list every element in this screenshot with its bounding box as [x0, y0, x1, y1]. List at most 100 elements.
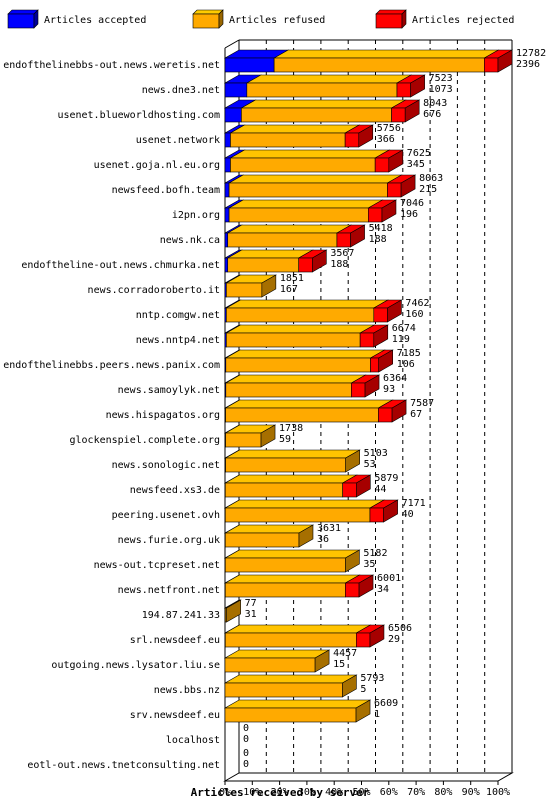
bar-accepted — [224, 207, 230, 223]
category-label: localhost — [166, 735, 220, 746]
accepted-count-label: 29 — [388, 634, 400, 645]
bar-refused — [224, 507, 371, 523]
bar-refused-top — [226, 249, 314, 259]
accepted-count-label: 345 — [407, 159, 425, 170]
total-label: 5756 — [377, 123, 401, 134]
accepted-count-label: 196 — [400, 209, 418, 220]
total-label: 6609 — [374, 698, 398, 709]
category-label: news.samoylyk.net — [118, 385, 220, 396]
legend-swatch-side — [33, 9, 39, 29]
bar-accepted — [224, 82, 248, 98]
bar-side — [350, 224, 365, 248]
legend-label: Articles accepted — [44, 15, 146, 26]
accepted-count-label: 36 — [317, 534, 329, 545]
category-label: news.nntp4.net — [136, 335, 220, 346]
x-tick-label: 50% — [352, 787, 370, 798]
bar-rejected — [387, 182, 402, 198]
category-label: endofthelinebbs-out.news.weretis.net — [3, 60, 220, 71]
accepted-count-label: 93 — [383, 384, 395, 395]
accepted-count-label: 0 — [243, 734, 249, 745]
total-label: 7587 — [410, 398, 434, 409]
bar-refused-top — [227, 199, 384, 209]
bar-refused — [226, 332, 361, 348]
bar-refused-top — [224, 499, 386, 509]
bar-refused-top — [245, 74, 413, 84]
category-label: eotl-out.news.tnetconsulting.net — [27, 760, 220, 771]
bar-refused — [225, 382, 352, 398]
category-label: news.nk.ca — [160, 235, 220, 246]
accepted-count-label: 167 — [280, 284, 298, 295]
bar-side — [345, 549, 360, 573]
bar-rejected — [342, 482, 357, 498]
category-label: outgoing.news.lysator.liu.se — [51, 660, 220, 671]
category-label: endofthelinebbs.peers.news.panix.com — [3, 360, 220, 371]
total-label: 5418 — [369, 223, 393, 234]
accepted-count-label: 44 — [374, 484, 386, 495]
bar-side — [345, 449, 360, 473]
bar-side — [388, 149, 404, 173]
total-label: 1851 — [280, 273, 304, 284]
bar-rejected — [369, 507, 384, 523]
bar-refused-top — [229, 149, 391, 159]
bar-side — [342, 674, 357, 698]
bar-refused-top — [224, 399, 394, 409]
category-label: news.netfront.net — [118, 585, 220, 596]
bar-refused-top — [227, 174, 403, 184]
total-label: 6506 — [388, 623, 412, 634]
bar-accepted — [224, 157, 231, 173]
bar-refused — [226, 307, 375, 323]
category-label: usenet.goja.nl.eu.org — [94, 160, 220, 171]
bar-side — [387, 299, 402, 323]
accepted-count-label: 106 — [397, 359, 415, 370]
total-label: 5182 — [363, 548, 387, 559]
bar-refused-top — [223, 649, 331, 659]
bar-refused-top — [225, 324, 376, 334]
total-label: 5103 — [364, 448, 388, 459]
category-label: news.furie.org.uk — [118, 535, 220, 546]
accepted-count-label: 366 — [377, 134, 395, 145]
accepted-count-label: 5 — [360, 684, 366, 695]
bar-refused — [224, 632, 357, 648]
accepted-count-label: 15 — [333, 659, 345, 670]
bar-refused-top — [223, 699, 372, 709]
category-label: glockenspiel.complete.org — [69, 435, 220, 446]
total-label: 7523 — [429, 73, 453, 84]
total-label: 7171 — [402, 498, 426, 509]
bar-side — [260, 424, 276, 448]
bar-side — [358, 574, 374, 598]
category-label: i2pn.org — [172, 210, 220, 221]
bar-refused-top — [224, 349, 386, 359]
bar-side — [358, 124, 374, 148]
bar-rejected — [396, 82, 411, 98]
legend-label: Articles rejected — [412, 15, 514, 26]
category-label: endoftheline-out.news.chmurka.net — [21, 260, 220, 271]
bar-side — [373, 324, 389, 348]
bar-rejected — [356, 632, 371, 648]
bar-refused-top — [224, 524, 315, 534]
bar-refused-top — [224, 574, 361, 584]
accepted-count-label: 1 — [374, 709, 380, 720]
total-label: 6674 — [392, 323, 416, 334]
total-label: 4457 — [333, 648, 357, 659]
total-label: 8063 — [419, 173, 443, 184]
total-label: 8043 — [423, 98, 447, 109]
bar-rejected — [391, 107, 406, 123]
total-label: 6001 — [377, 573, 401, 584]
bar-refused — [224, 682, 343, 698]
x-tick-label: 20% — [271, 787, 289, 798]
legend-swatch-top — [7, 9, 39, 15]
bar-refused-top — [273, 49, 500, 59]
accepted-count-label: 676 — [423, 109, 441, 120]
bar-refused-top — [229, 124, 361, 134]
bar-side — [404, 99, 420, 123]
bar-accepted — [224, 232, 229, 248]
category-label: usenet.network — [136, 135, 220, 146]
category-label: news.corradoroberto.it — [88, 285, 220, 296]
bar-side — [364, 374, 380, 398]
bar-refused — [246, 82, 398, 98]
x-tick-label: 70% — [407, 787, 425, 798]
bar-refused — [227, 232, 338, 248]
bar-refused-top — [224, 549, 361, 559]
accepted-count-label: 34 — [377, 584, 389, 595]
category-label: 194.87.241.33 — [142, 610, 220, 621]
